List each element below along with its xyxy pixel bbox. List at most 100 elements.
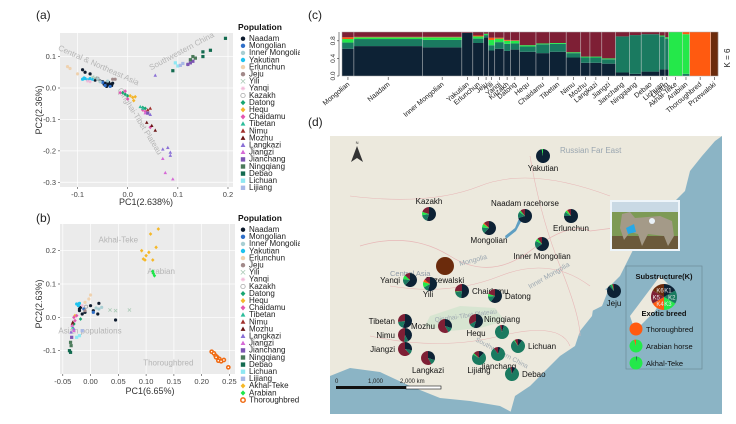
legend-label: Langkazi [249, 141, 281, 150]
legend-marker [240, 142, 246, 147]
pie-chaidamu [455, 284, 469, 298]
pie-slice [398, 321, 405, 328]
admixture-segment [519, 32, 537, 46]
admixture-segment [682, 34, 690, 74]
legend-label: Langkazi [249, 332, 281, 341]
admixture-segment [483, 35, 489, 38]
pie-label: Tibetan [369, 317, 395, 326]
admixture-segment [641, 71, 660, 76]
pie-label: Yili [423, 290, 434, 299]
admixture-segment [510, 40, 520, 44]
legend-marker [240, 86, 246, 91]
data-point [90, 75, 95, 79]
admixture-segment [510, 43, 520, 50]
plot-background [60, 224, 235, 374]
legend-label: Erlunchun [249, 253, 285, 262]
data-point [85, 79, 90, 83]
y-tick-label: 0.0 [46, 84, 56, 93]
legend-label: Jiangzi [249, 339, 274, 348]
admixture-segment [629, 35, 642, 74]
data-point [101, 80, 105, 84]
legend-marker [240, 92, 246, 99]
data-point [123, 92, 127, 97]
legend-marker [240, 348, 246, 353]
pie-label: Yakutian [528, 164, 559, 173]
border-line [349, 177, 611, 200]
pie-slice [455, 291, 462, 293]
pie-slice [633, 339, 636, 346]
x-tick-label: Yili [483, 81, 495, 92]
data-point [82, 76, 86, 80]
data-point [72, 327, 76, 331]
legend-marker [240, 171, 246, 176]
x-tick-label: 0.00 [83, 377, 98, 386]
pie-slice [488, 296, 495, 302]
x-tick-label: 0.20 [194, 377, 209, 386]
pie-przewalski [436, 257, 454, 275]
sea-south [330, 368, 515, 414]
admixture-segment [353, 32, 423, 37]
pie-slice [469, 321, 476, 328]
pie-label: Kazakh [416, 197, 443, 206]
legend-label: Nimu [249, 317, 268, 326]
pie-yanqi [403, 273, 417, 287]
data-point [125, 97, 130, 101]
admixture-segment [535, 44, 550, 54]
admixture-segment [488, 50, 495, 76]
legend-marker [240, 255, 246, 261]
data-point [148, 112, 153, 116]
data-point [98, 80, 102, 84]
data-point [100, 305, 104, 309]
pie-slice [518, 339, 523, 346]
admixture-segment [580, 57, 591, 63]
admixture-segment [589, 56, 603, 58]
pie-label: Mozhu [411, 322, 435, 331]
legend-marker [240, 390, 246, 396]
data-point [108, 84, 112, 89]
data-point [87, 297, 91, 301]
pie-slice [403, 279, 410, 286]
annotations: Akhal-Teke Arabian Asian populations Thorou… [58, 235, 193, 367]
legend-slice [664, 290, 677, 304]
exotic-label: Thoroughbred [646, 325, 693, 334]
admixture-segment [472, 36, 485, 39]
pie-slice [565, 210, 571, 216]
legend-label: Yanqi [249, 84, 269, 93]
pie-ningqiang [495, 325, 509, 339]
data-point [78, 317, 83, 321]
pie-slice [536, 237, 549, 251]
pie-slice [479, 351, 484, 358]
pie-slice [423, 281, 430, 288]
pie-label: Ningqiang [484, 315, 520, 324]
pie-nimu [397, 328, 412, 342]
pie-slice [428, 351, 435, 361]
legend-marker [240, 107, 246, 113]
admixture-segment [589, 62, 603, 76]
data-point [166, 145, 170, 149]
panel-label-a: (a) [36, 8, 51, 22]
pie-slice [535, 241, 542, 249]
data-point [143, 106, 148, 111]
data-point [83, 70, 87, 74]
pie-slice [402, 314, 412, 328]
legend-slice [652, 297, 664, 310]
y-tick-label: 0.1 [46, 52, 56, 61]
pie-slice [472, 352, 486, 365]
legend-label: Nimu [249, 126, 268, 135]
admixture-segment [461, 32, 474, 33]
admixture-segment [664, 38, 669, 70]
pie-slice [455, 284, 462, 292]
data-point [94, 306, 98, 310]
x-axis-ticks: -0.05 0.00 0.05 0.10 0.15 0.20 0.25 [54, 374, 237, 386]
data-points [67, 227, 231, 370]
legend-slice [664, 284, 676, 297]
legend-marker [240, 312, 246, 317]
pie-label: Inner Mongolian [513, 252, 570, 261]
admixture-segment [589, 57, 603, 63]
data-point [171, 177, 175, 181]
data-point [77, 334, 82, 338]
pie-lijiang [472, 351, 486, 365]
pie-slice [405, 342, 412, 351]
k-label: K = 6 [723, 48, 732, 67]
